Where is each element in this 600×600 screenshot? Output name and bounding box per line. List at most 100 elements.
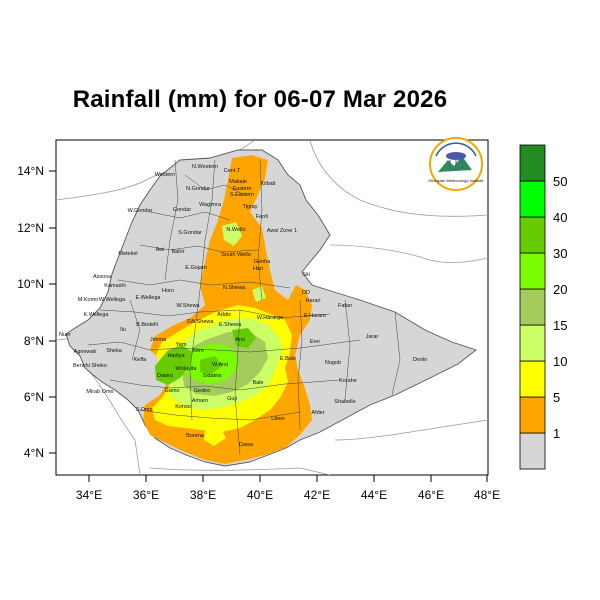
region-label: W.Arsi — [212, 362, 228, 368]
colorbar-label: 10 — [553, 354, 567, 369]
region-label: E.Bale — [280, 356, 296, 362]
region-label: Afder — [311, 410, 324, 416]
logo-text: Ethiopian Meteorology Institute — [429, 178, 485, 183]
region-label: Ilu — [120, 327, 126, 333]
region-label: Dawa — [239, 442, 254, 448]
region-label: Western — [155, 172, 175, 178]
region-label: Nuer — [59, 332, 71, 338]
region-label: Jarar — [366, 334, 379, 340]
region-label: Bahir — [172, 249, 185, 255]
region-label: E.Wellega — [136, 295, 162, 301]
region-label: Fanti — [256, 214, 268, 220]
zone-boundaries — [87, 159, 401, 456]
region-label: Doolo — [413, 357, 427, 363]
region-label: Kamashi — [104, 283, 125, 289]
region-label: M.Komo — [78, 297, 98, 303]
region-label: Harari — [306, 298, 321, 304]
colorbar-label: 5 — [553, 390, 560, 405]
x-tick-label: 36°E — [133, 488, 159, 502]
region-label: Kilbati — [261, 181, 276, 187]
region-label: N.Western — [192, 164, 218, 170]
region-label: Hadiya — [167, 353, 185, 359]
x-tick-label: 38°E — [190, 488, 216, 502]
region-label: Gamo — [165, 388, 180, 394]
region-label: Hari — [253, 266, 263, 272]
region-label: Keffa — [134, 357, 148, 363]
region-label: Fafan — [338, 303, 352, 309]
region-label: Benchi Sheko — [73, 363, 107, 369]
region-label: W.Wellega — [99, 297, 126, 303]
region-label: Liben — [271, 416, 284, 422]
y-tick-label: 10°N — [17, 277, 44, 291]
region-label: N.Shewa — [223, 285, 246, 291]
colorbar-label: 50 — [553, 174, 567, 189]
colorbar-label: 1 — [553, 426, 560, 441]
axis-ticks: 34°E 36°E 38°E 40°E 42°E 44°E 46°E 48°E 14°N 12°N… — [17, 164, 500, 502]
region-label: K.Wellega — [84, 312, 110, 318]
region-label: Arsi — [235, 337, 244, 343]
region-label: W.Shewa — [176, 303, 200, 309]
rainfall-shading — [143, 155, 312, 464]
region-label: N.Wello — [226, 227, 245, 233]
region-label: S.Omo — [135, 407, 152, 413]
region-label: Agnewak — [74, 349, 97, 355]
region-label: South Wello — [221, 252, 251, 258]
region-label: Gedeo — [194, 388, 211, 394]
region-label: E.Gojam — [185, 265, 207, 271]
colorbar-label: 15 — [553, 318, 567, 333]
region-label: Sheka — [106, 348, 123, 354]
region-label: Wagimra — [199, 202, 222, 208]
y-tick-label: 4°N — [24, 446, 44, 460]
x-tick-label: 48°E — [474, 488, 500, 502]
y-tick-label: 6°N — [24, 390, 44, 404]
colorbar-swatch — [519, 180, 546, 218]
colorbar-label: 30 — [553, 246, 567, 261]
region-label: Nogob — [325, 360, 341, 366]
region-label: Guji — [227, 396, 237, 402]
region-label: Dawro — [157, 373, 173, 379]
region-label: N.Gondar — [186, 186, 210, 192]
region-label: SW.Shewa — [187, 319, 215, 325]
region-label: S.Eastern — [230, 192, 254, 198]
region-label: Makale — [229, 179, 247, 185]
y-tick-label: 8°N — [24, 334, 44, 348]
region-label: Wolayita — [176, 366, 198, 372]
region-label: Erer — [310, 339, 321, 345]
colorbar-label: 40 — [553, 210, 567, 225]
x-tick-label: 34°E — [76, 488, 102, 502]
colorbar-swatch — [519, 144, 546, 182]
region-label: Siti — [302, 272, 310, 278]
region-label: Eastern — [233, 186, 252, 192]
region-label: Borena — [186, 433, 205, 439]
emi-logo: Ethiopian Meteorology Institute — [429, 137, 485, 191]
region-label: Assosa — [93, 274, 112, 280]
colorbar-swatch — [519, 252, 546, 290]
region-label: E.Harare — [304, 313, 326, 319]
y-tick-label: 14°N — [17, 164, 44, 178]
region-label: B.Bedelli — [136, 322, 158, 328]
x-tick-label: 44°E — [361, 488, 387, 502]
region-label: Mirab Omo — [86, 389, 113, 395]
colorbar-swatch — [519, 216, 546, 254]
region-label: Kem — [192, 348, 204, 354]
colorbar-swatch — [519, 396, 546, 434]
region-label: Sidama — [203, 373, 223, 379]
region-label: Yem — [176, 342, 187, 348]
region-label: E.Shewa — [219, 322, 242, 328]
y-tick-label: 12°N — [17, 221, 44, 235]
region-label: Bale — [252, 380, 263, 386]
region-label: S.Gondar — [178, 230, 202, 236]
region-label: Addis — [217, 312, 231, 318]
region-label: Tigray — [242, 204, 257, 210]
map-title: Rainfall (mm) for 06-07 Mar 2026 — [72, 86, 448, 113]
region-label: DD — [302, 290, 310, 296]
region-label: Korahe — [339, 378, 357, 384]
x-tick-label: 42°E — [304, 488, 330, 502]
region-label: Gonha — [254, 259, 271, 265]
region-label: W.Hararge — [257, 315, 283, 321]
x-tick-label: 46°E — [418, 488, 444, 502]
region-label: Awsi Zone 1 — [267, 228, 297, 234]
